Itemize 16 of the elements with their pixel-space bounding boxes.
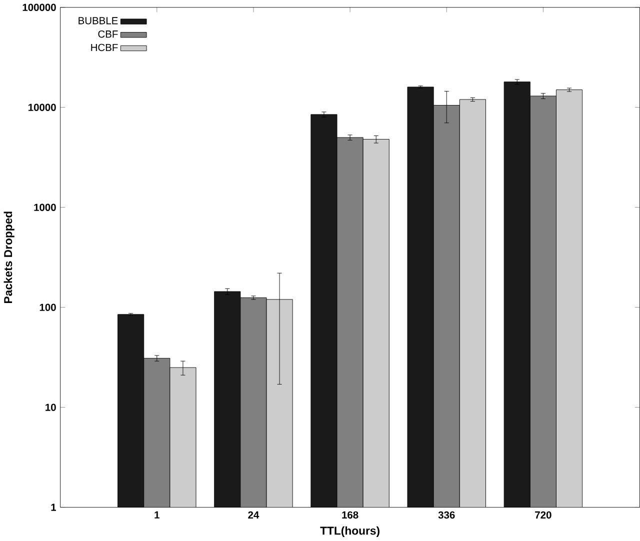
y-axis-title: Packets Dropped: [4, 212, 14, 304]
y-tick-label: 100: [40, 304, 56, 312]
x-tick-label: 336: [438, 511, 455, 519]
x-tick-label: 1: [154, 511, 160, 518]
y-tick-label: 1: [51, 504, 56, 511]
x-tick-label: 24: [248, 511, 260, 519]
x-axis-title: TTL(hours): [320, 526, 380, 538]
y-tick-label: 100000: [22, 4, 56, 12]
y-tick-label: 10: [46, 404, 56, 412]
y-tick-label: 10000: [28, 104, 56, 112]
legend-label: BUBBLE: [78, 17, 118, 24]
x-tick-label: 168: [342, 511, 358, 519]
legend-label: CBF: [98, 30, 118, 38]
y-tick-label: 1000: [34, 204, 56, 212]
x-tick-label: 720: [535, 511, 552, 519]
legend-label: HCBF: [91, 44, 118, 52]
